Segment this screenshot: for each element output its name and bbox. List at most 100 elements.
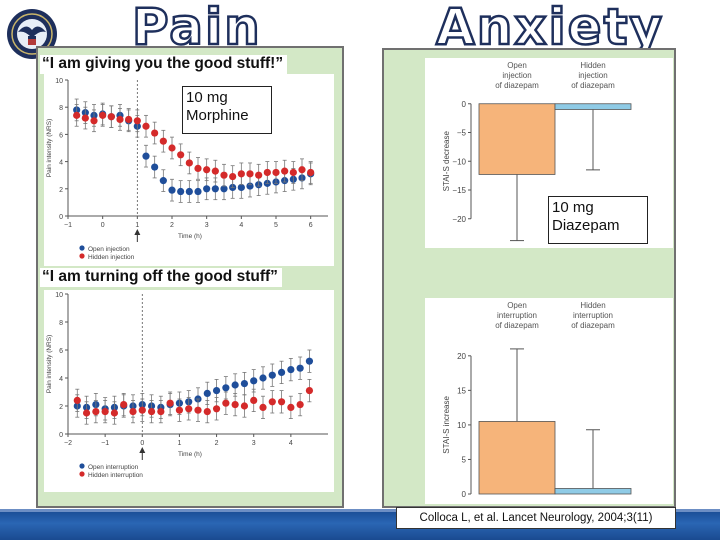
y-tick-label: 10	[457, 421, 466, 430]
category-label: Open	[507, 301, 527, 310]
data-point	[194, 187, 202, 196]
data-point	[147, 408, 156, 416]
legend-label: Hidden injection	[88, 254, 135, 261]
x-tick-label: 5	[274, 222, 278, 229]
data-point	[157, 408, 165, 416]
x-axis-label: Time (h)	[178, 233, 202, 240]
data-point	[222, 384, 230, 392]
bar	[554, 488, 632, 495]
data-point	[289, 168, 297, 177]
data-point	[240, 402, 249, 410]
category-label: of diazepam	[571, 81, 615, 90]
data-point	[268, 371, 276, 379]
data-point	[277, 398, 286, 406]
legend-marker	[79, 253, 85, 259]
category-label: of diazepam	[495, 81, 539, 90]
data-point	[268, 398, 276, 406]
y-tick-label: 10	[55, 78, 63, 85]
data-point	[231, 401, 239, 409]
callout-line: Diazepam	[552, 217, 620, 234]
data-point	[287, 366, 295, 374]
x-axis-label: Time (h)	[178, 451, 202, 458]
y-tick-label: 10	[55, 292, 63, 299]
x-tick-label: −1	[101, 440, 109, 447]
data-point	[107, 113, 115, 121]
category-label: Open	[507, 61, 527, 70]
x-tick-label: 1	[177, 440, 181, 447]
y-tick-label: 0	[59, 432, 63, 439]
bar	[554, 103, 632, 110]
y-tick-label: −5	[457, 129, 467, 138]
callout-morphine-text: 10 mg Morphine	[186, 89, 268, 125]
x-tick-label: 2	[215, 440, 219, 447]
footer-stripe	[0, 509, 720, 513]
x-tick-label: 3	[252, 440, 256, 447]
quote-giving: “I am giving you the good stuff!”	[40, 55, 288, 74]
data-point	[298, 166, 306, 174]
data-point	[159, 177, 167, 185]
y-tick-label: −10	[452, 157, 466, 166]
data-point	[203, 185, 211, 193]
callout-morphine: 10 mg Morphine	[182, 86, 272, 134]
chart-interruption-svg: 0 2 4 6 8 10 −2 −1 0 1 2 3 4 Time (h) Pain intensity (…	[46, 292, 328, 479]
title-pain: Pain	[131, 0, 262, 56]
timing-arrow	[139, 447, 146, 453]
data-point	[222, 399, 230, 407]
data-point	[237, 183, 245, 192]
data-point	[138, 406, 146, 414]
data-point	[151, 129, 159, 137]
data-point	[250, 396, 258, 404]
y-axis-label: Pain intensity (NRS)	[46, 119, 53, 178]
category-label: interruption	[497, 311, 537, 320]
quote-turning-off: “I am turning off the good stuff”	[40, 268, 282, 287]
data-point	[212, 405, 221, 413]
data-point	[203, 166, 211, 174]
data-point	[101, 408, 109, 416]
data-point	[185, 405, 193, 413]
data-point	[129, 408, 137, 416]
chart-interruption-pain: 0 2 4 6 8 10 −2 −1 0 1 2 3 4 Time (h) Pain intensity (…	[44, 290, 334, 492]
y-tick-label: 20	[457, 352, 466, 361]
category-label: injection	[502, 71, 531, 80]
x-tick-label: 0	[140, 440, 144, 447]
legend-marker	[79, 463, 85, 469]
data-point	[125, 115, 133, 124]
data-point	[142, 122, 150, 130]
legend-label: Open injection	[88, 246, 130, 253]
data-point	[231, 381, 239, 389]
data-point	[81, 114, 89, 122]
callout-line: 10 mg	[186, 89, 228, 106]
legend-label: Open interruption	[88, 464, 139, 471]
category-label: interruption	[573, 311, 613, 320]
x-tick-label: 2	[170, 222, 174, 229]
category-label: of diazepam	[571, 321, 615, 330]
data-point	[175, 406, 184, 414]
x-tick-label: −2	[64, 440, 72, 447]
y-axis-label: Pain intensity (NRS)	[46, 335, 53, 394]
x-tick-label: 4	[289, 440, 293, 447]
data-point	[177, 187, 185, 196]
data-point	[82, 409, 91, 417]
data-point	[159, 137, 167, 145]
data-point	[220, 171, 228, 179]
data-point	[272, 168, 280, 177]
data-point	[73, 111, 81, 119]
data-point	[246, 170, 254, 178]
data-point	[212, 387, 221, 395]
chart-stai-increase: Open interruption of diazepam Hidden interru…	[425, 298, 673, 504]
data-point	[151, 163, 159, 171]
data-point	[250, 377, 258, 385]
data-point	[185, 187, 193, 196]
legend-marker	[79, 245, 85, 251]
y-tick-label: −15	[452, 186, 466, 195]
data-point	[133, 117, 141, 125]
data-point	[246, 182, 254, 190]
data-point	[185, 159, 193, 167]
data-point	[240, 380, 249, 388]
y-tick-label: 2	[59, 187, 63, 194]
data-point	[259, 374, 267, 382]
callout-diazepam: 10 mg Diazepam	[548, 196, 648, 244]
data-point	[281, 167, 289, 175]
data-point	[296, 401, 304, 409]
data-point	[255, 171, 263, 179]
